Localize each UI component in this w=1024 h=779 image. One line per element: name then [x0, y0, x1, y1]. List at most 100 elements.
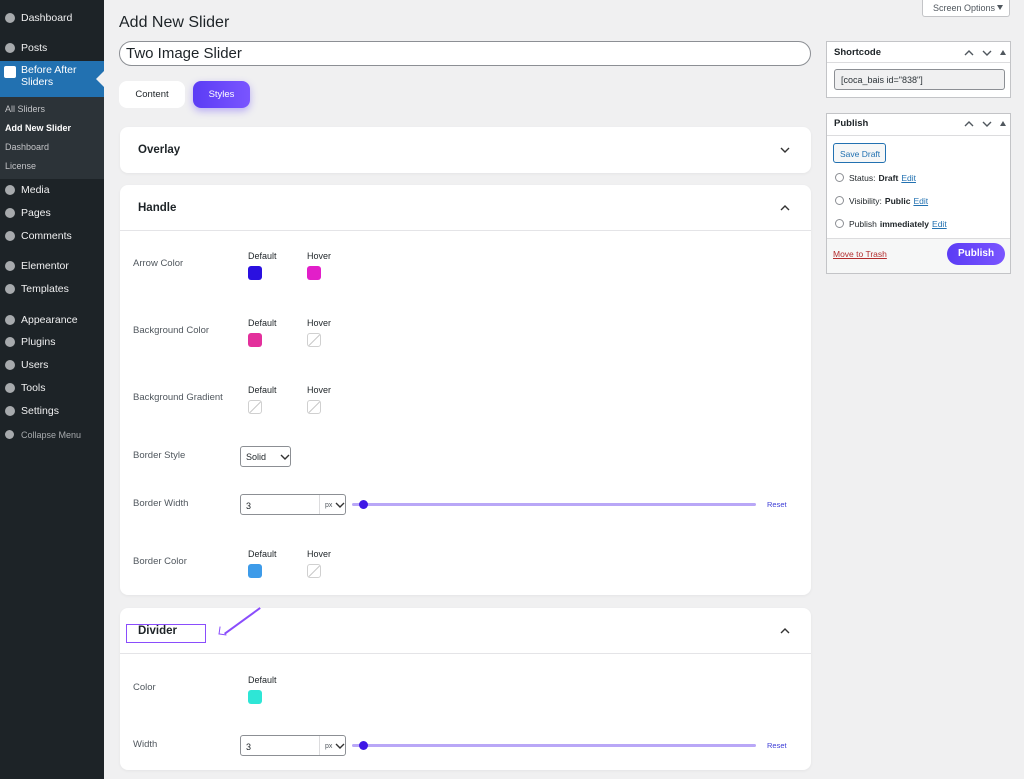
- field-label: Color: [133, 682, 156, 693]
- panel-divider: [120, 653, 811, 654]
- tab-button[interactable]: Styles: [193, 81, 250, 108]
- color-swatch[interactable]: [248, 333, 262, 347]
- meta-edit[interactable]: Edit: [913, 196, 929, 206]
- menu-item[interactable]: Elementor: [21, 260, 69, 272]
- color-swatch[interactable]: [307, 400, 321, 414]
- meta-edit[interactable]: Edit: [932, 219, 947, 229]
- menu-item[interactable]: Tools: [21, 382, 46, 394]
- panel-title[interactable]: Divider: [138, 625, 177, 637]
- submenu-item[interactable]: Dashboard: [5, 142, 50, 152]
- submenu-item[interactable]: Add New Slider: [5, 123, 72, 133]
- chevron: [280, 454, 290, 460]
- slider-track[interactable]: [352, 503, 756, 506]
- swatch-state: Default: [248, 675, 277, 685]
- input-value: 3: [246, 501, 252, 511]
- select-value: Solid: [246, 452, 267, 462]
- chevron-icon[interactable]: [780, 205, 790, 211]
- chevron: [982, 121, 992, 127]
- save-draft-button[interactable]: Save Draft: [833, 143, 886, 163]
- color-swatch[interactable]: [307, 564, 321, 578]
- screen-options-button[interactable]: Screen Options: [922, 0, 1010, 17]
- menu-icon: [5, 315, 15, 325]
- slider-track[interactable]: [352, 744, 756, 747]
- meta-box-title: Publish: [834, 118, 869, 129]
- chevron-icon[interactable]: [982, 121, 992, 127]
- panel-title[interactable]: Overlay: [138, 144, 181, 156]
- chevron: [964, 50, 974, 56]
- number-input[interactable]: 3 px: [240, 735, 346, 756]
- dropdown-triangle: [997, 5, 1003, 10]
- menu-icon: [5, 231, 15, 241]
- menu-icon: [5, 13, 15, 23]
- field-label: Border Width: [133, 498, 189, 509]
- submenu-item[interactable]: License: [5, 161, 37, 171]
- select-box[interactable]: Solid: [240, 446, 291, 467]
- screen-options-label: Screen Options: [933, 3, 996, 13]
- title-input[interactable]: Two Image Slider: [119, 41, 811, 66]
- slider-handle[interactable]: [359, 741, 368, 750]
- chevron: [780, 147, 790, 153]
- move-to-trash[interactable]: Move to Trash: [833, 249, 887, 259]
- chevron-icon[interactable]: [280, 454, 290, 460]
- menu-icon: [5, 406, 15, 416]
- number-input[interactable]: 3 px: [240, 494, 346, 515]
- tab-label: Styles: [208, 89, 235, 100]
- chevron-icon[interactable]: [780, 147, 790, 153]
- collapse-menu[interactable]: Collapse Menu: [21, 430, 82, 440]
- color-swatch[interactable]: [248, 266, 262, 280]
- slider-handle[interactable]: [359, 500, 368, 509]
- unit-label[interactable]: px: [325, 502, 333, 509]
- menu-icon: [5, 284, 15, 294]
- reset-link[interactable]: Reset: [767, 741, 787, 750]
- menu-item[interactable]: Media: [21, 184, 50, 196]
- unit-separator: [319, 495, 320, 514]
- field-label: Border Style: [133, 450, 186, 461]
- publish-button[interactable]: Publish: [947, 243, 1005, 265]
- swatch-state: Hover: [307, 251, 332, 261]
- chevron-icon[interactable]: [780, 628, 790, 634]
- menu-item[interactable]: Comments: [21, 230, 72, 242]
- color-swatch[interactable]: [307, 333, 321, 347]
- menu-item[interactable]: Dashboard: [21, 12, 73, 24]
- panel-title[interactable]: Handle: [138, 202, 177, 214]
- menu-item-active[interactable]: Before After Sliders: [21, 64, 77, 88]
- chevron: [335, 743, 345, 749]
- chevron-icon[interactable]: [964, 121, 974, 127]
- box-divider: [827, 62, 1010, 63]
- chevron-icon[interactable]: [982, 50, 992, 56]
- color-swatch[interactable]: [248, 690, 262, 704]
- field-label: Background Color: [133, 325, 210, 336]
- color-swatch[interactable]: [248, 564, 262, 578]
- menu-item[interactable]: Posts: [21, 42, 48, 54]
- menu-item[interactable]: Settings: [21, 405, 59, 417]
- reset-link[interactable]: Reset: [767, 500, 787, 509]
- menu-item[interactable]: Pages: [21, 207, 51, 219]
- active-menu-bg: [0, 61, 104, 97]
- chevron-icon[interactable]: [335, 743, 345, 749]
- box-divider: [827, 135, 1010, 136]
- submenu-bg: [0, 97, 104, 179]
- menu-icon: [5, 383, 15, 393]
- meta-edit[interactable]: Edit: [901, 173, 916, 183]
- shortcode-field[interactable]: [coca_bais id="838"]: [834, 69, 1005, 90]
- meta-icon: [835, 219, 844, 228]
- active-arrow: [96, 71, 104, 87]
- color-swatch[interactable]: [248, 400, 262, 414]
- menu-icon: [5, 185, 15, 195]
- color-swatch[interactable]: [307, 266, 321, 280]
- menu-item[interactable]: Appearance: [21, 314, 78, 326]
- menu-icon: [5, 360, 15, 370]
- move-triangle: [1000, 121, 1006, 126]
- chevron-icon[interactable]: [964, 50, 974, 56]
- meta-box-title: Shortcode: [834, 47, 881, 58]
- chevron-icon[interactable]: [335, 502, 345, 508]
- meta-label: Status:: [849, 173, 876, 183]
- menu-item[interactable]: Templates: [21, 283, 69, 295]
- submenu-item[interactable]: All Sliders: [5, 104, 46, 114]
- menu-item[interactable]: Plugins: [21, 336, 56, 348]
- annotation-arrow-head: [218, 626, 228, 636]
- menu-item[interactable]: Users: [21, 359, 49, 371]
- tab-button[interactable]: Content: [119, 81, 185, 108]
- unit-label[interactable]: px: [325, 743, 333, 750]
